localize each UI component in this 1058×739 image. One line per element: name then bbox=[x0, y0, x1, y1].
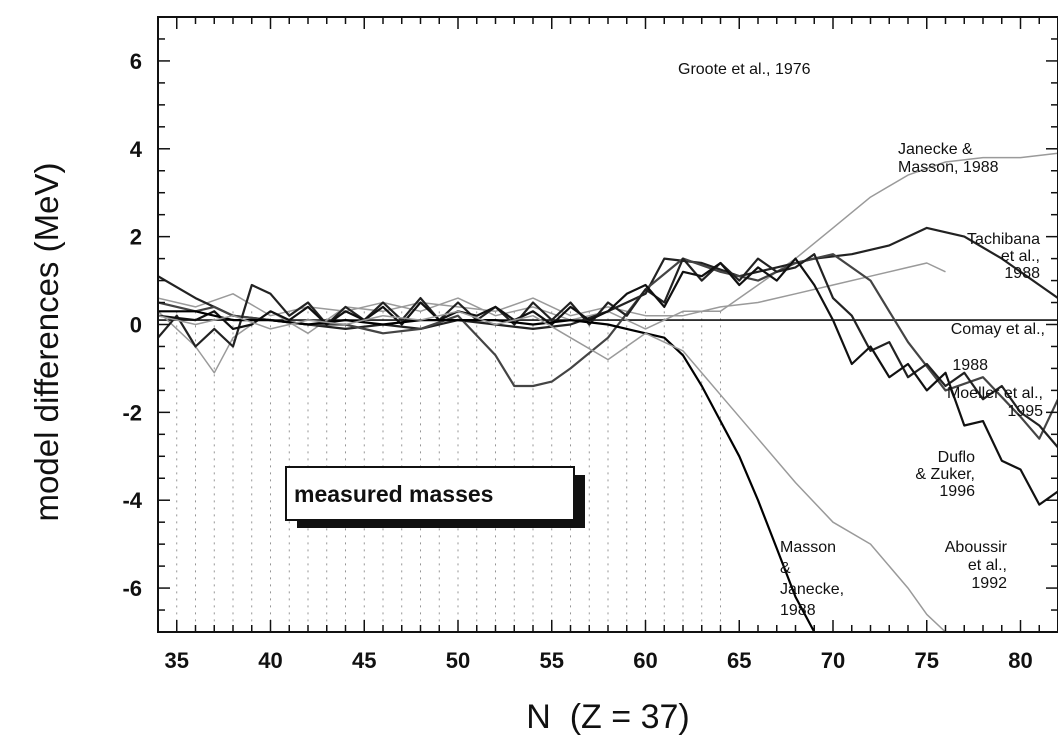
annotation-label: & Zuker, bbox=[915, 466, 975, 483]
x-tick-label: 60 bbox=[633, 648, 657, 673]
annotation-label: 1992 bbox=[971, 575, 1007, 592]
annotation-label: Tachibana bbox=[967, 231, 1040, 248]
annotation-label: Masson bbox=[780, 539, 836, 556]
series-line-5 bbox=[158, 253, 1058, 449]
annotation-label: & bbox=[780, 560, 791, 577]
series-line-1 bbox=[158, 262, 946, 374]
annotation-label: 1988 bbox=[780, 602, 816, 619]
y-tick-label: 6 bbox=[130, 49, 142, 74]
y-tick-label: -6 bbox=[122, 576, 142, 601]
annotation-label: Janecke, bbox=[780, 581, 844, 598]
measured-masses-box: measured masses bbox=[285, 466, 585, 528]
x-tick-label: 45 bbox=[352, 648, 376, 673]
annotation-label: Moeller et al., bbox=[947, 385, 1043, 402]
tick-labels: 35 40 45 50 55 60 65 70 75 80 6 4 2 0 -2 -4 -6 bbox=[122, 49, 1032, 673]
y-axis-title: model differences (MeV) bbox=[28, 163, 65, 522]
annotation-label: Groote et al., 1976 bbox=[678, 61, 811, 78]
annotation-label: et al., bbox=[1001, 248, 1040, 265]
x-tick-label: 55 bbox=[540, 648, 564, 673]
series-line-8 bbox=[158, 310, 947, 632]
y-tick-label: -2 bbox=[122, 400, 142, 425]
annotations: Groote et al., 1976 Janecke &Masson, 1988… bbox=[678, 61, 1045, 619]
annotation-label: 1988 bbox=[1004, 265, 1040, 282]
x-tick-label: 35 bbox=[165, 648, 189, 673]
measured-masses-label: measured masses bbox=[294, 481, 493, 507]
annotation-label: Masson, 1988 bbox=[898, 159, 999, 176]
y-tick-label: 0 bbox=[130, 313, 142, 338]
annotation-label: 1996 bbox=[939, 483, 975, 500]
x-tick-label: 75 bbox=[915, 648, 939, 673]
annotation-label: 1995 bbox=[1007, 403, 1043, 420]
y-tick-label: 4 bbox=[130, 137, 143, 162]
x-axis-title: N (Z = 37) bbox=[526, 698, 689, 736]
annotation-label: Aboussir bbox=[945, 539, 1008, 556]
y-tick-label: -4 bbox=[122, 488, 142, 513]
x-tick-label: 80 bbox=[1008, 648, 1032, 673]
annotation-label: et al., bbox=[968, 557, 1007, 574]
annotation-label: Janecke & bbox=[898, 141, 973, 158]
x-tick-label: 65 bbox=[727, 648, 751, 673]
measured-region-hatching bbox=[176, 311, 721, 632]
x-tick-label: 50 bbox=[446, 648, 470, 673]
annotation-label: Comay et al., bbox=[951, 321, 1045, 338]
annotation-label: 1988 bbox=[952, 357, 988, 374]
x-tick-label: 70 bbox=[821, 648, 845, 673]
y-tick-label: 2 bbox=[130, 225, 142, 250]
x-tick-label: 40 bbox=[258, 648, 282, 673]
series-layer bbox=[158, 152, 1058, 632]
axis-ticks bbox=[157, 16, 1058, 633]
annotation-label: Duflo bbox=[938, 449, 975, 466]
